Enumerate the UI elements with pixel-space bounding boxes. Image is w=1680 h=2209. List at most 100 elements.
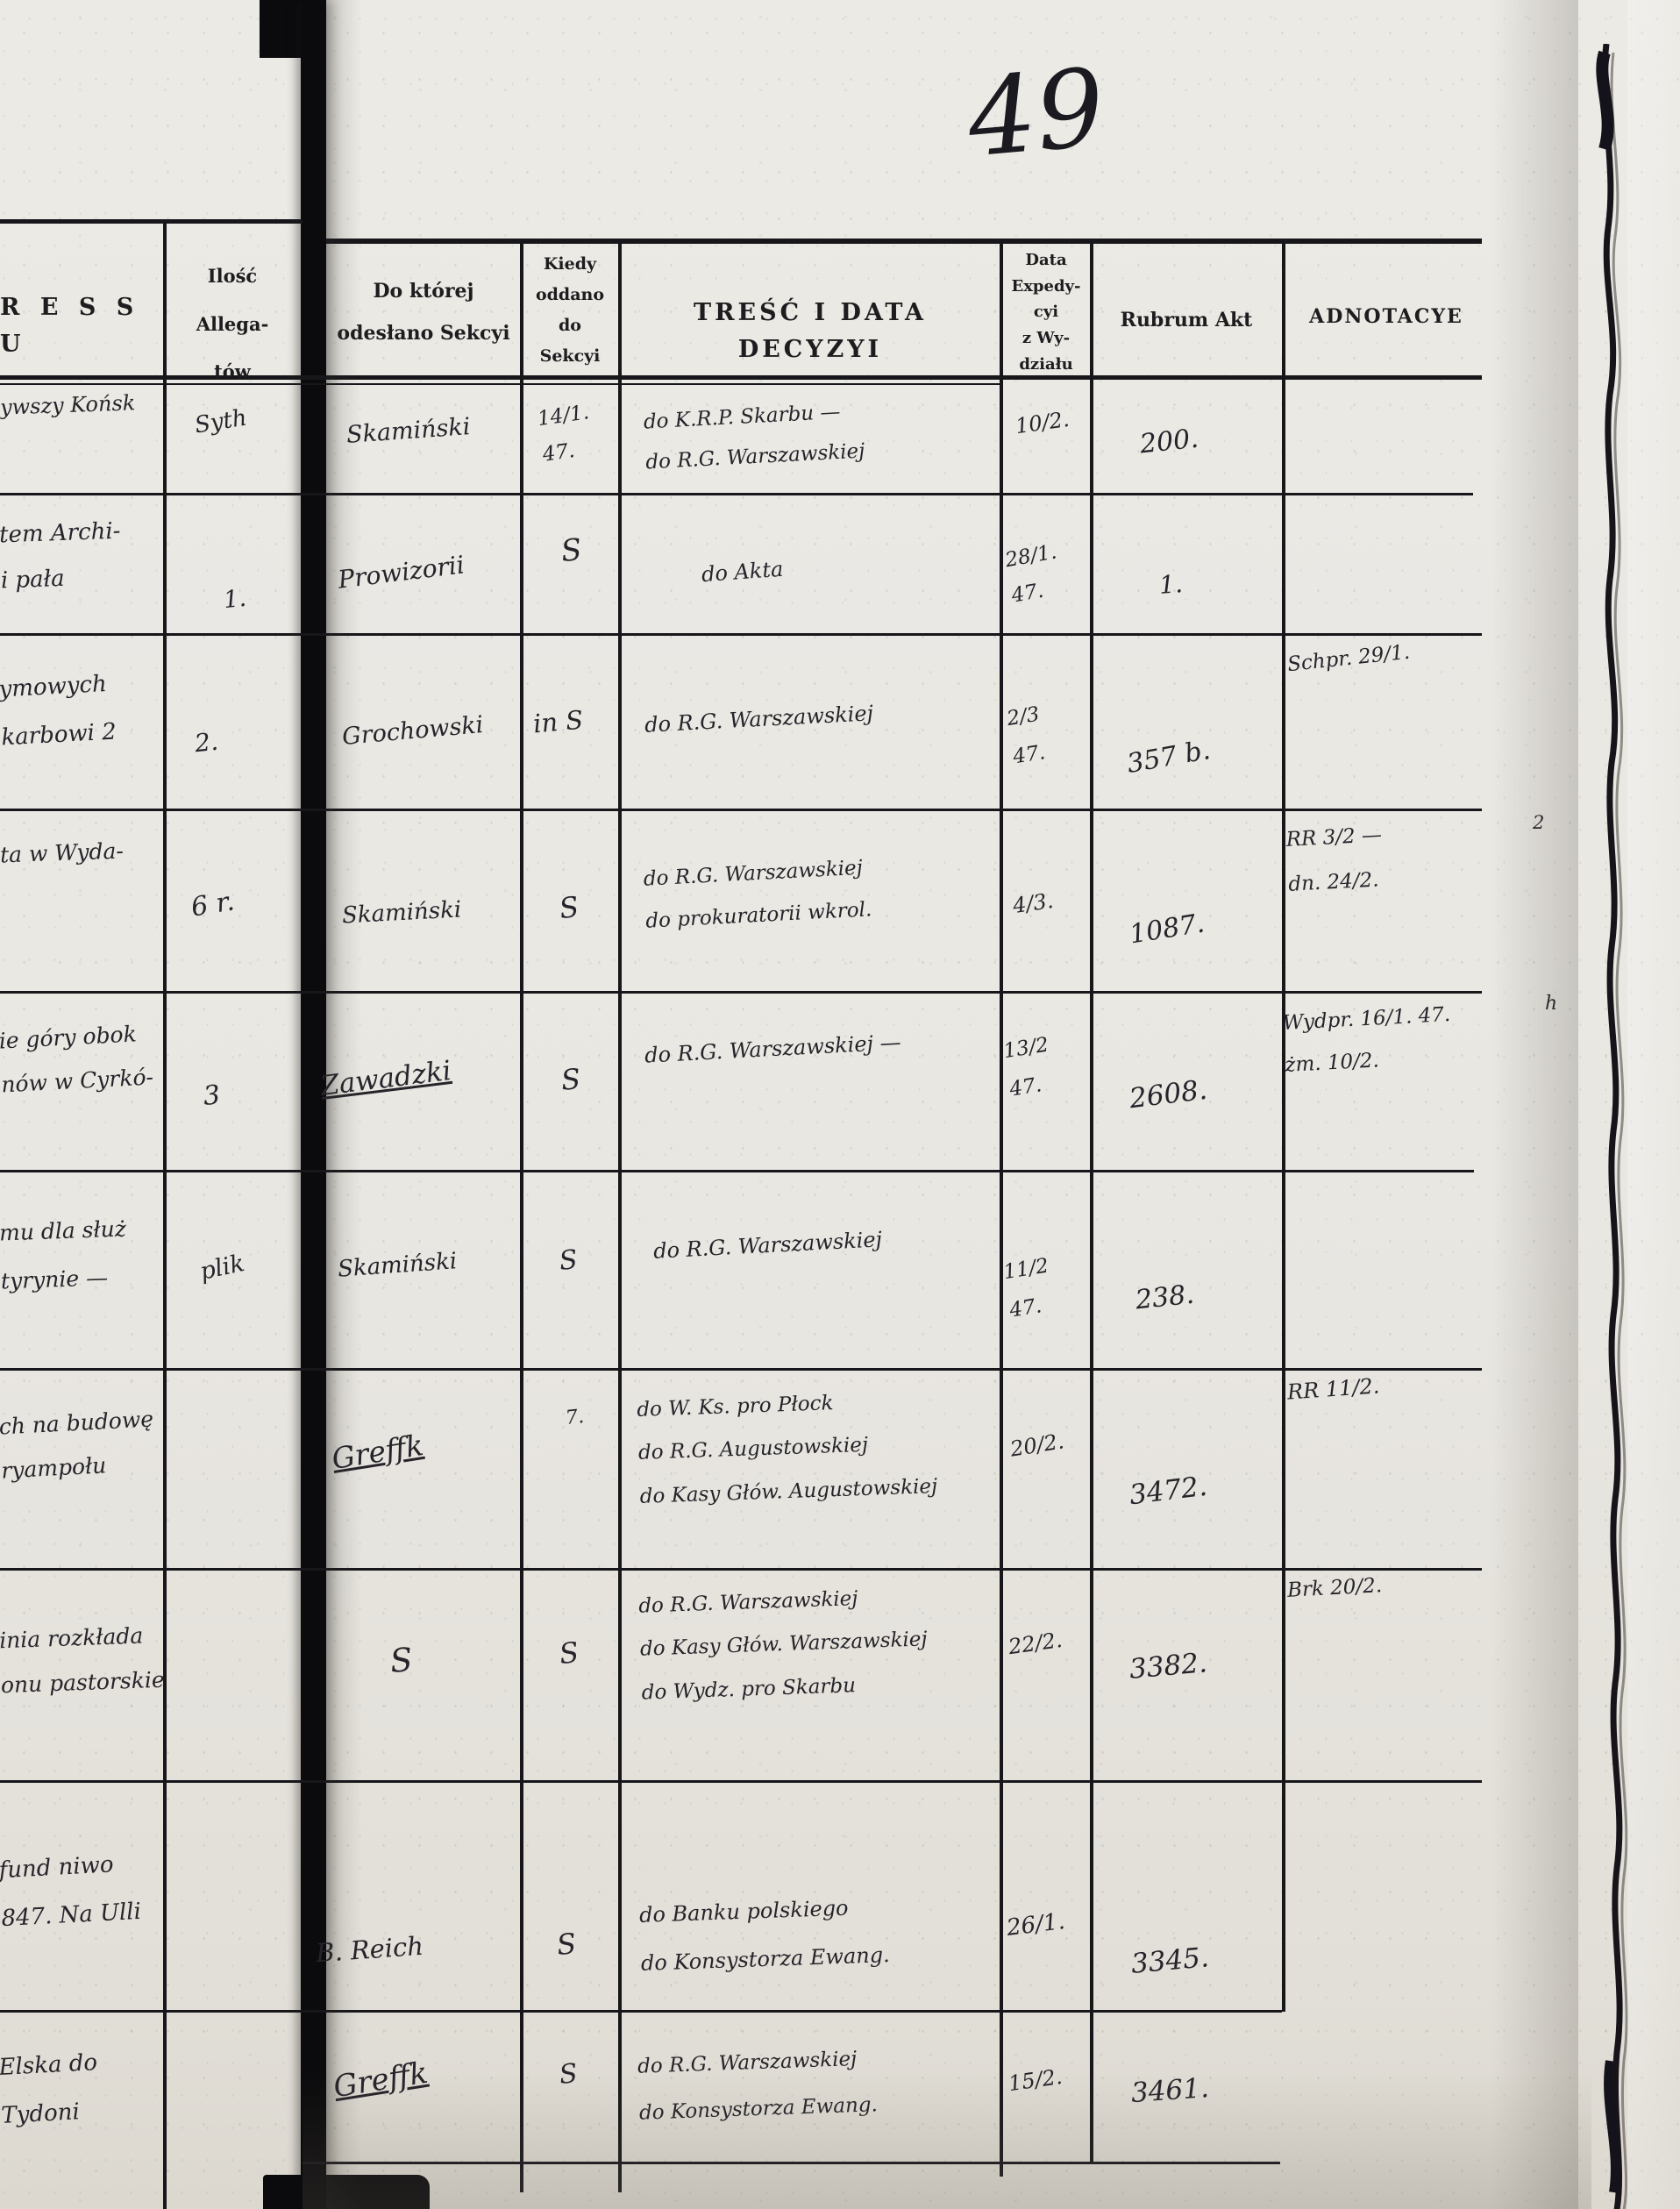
entry-sekcya: Skamiński <box>341 896 462 930</box>
grid-hline <box>0 1170 1474 1172</box>
entry-tresc-decyzyi: do W. Ks. pro Płock do R.G. Augustowskie… <box>636 1392 938 1508</box>
entry-adnotacya: RR 3/2 — dn. 24/2. <box>1285 823 1383 896</box>
entry-kiedy-oddano: S <box>555 1926 578 1963</box>
entry-allegata: 2. <box>193 726 220 759</box>
entry-adres: inia rozkłada onu pastorskie <box>0 1622 166 1699</box>
grid-hline <box>0 991 1482 994</box>
entry-tresc-decyzyi: do R.G. Warszawskiej do Kasy Głów. Warsz… <box>637 1587 928 1705</box>
column-header-ilosc-allegatow: Ilość Allega- tów <box>196 265 269 383</box>
grid-hline <box>326 239 1482 244</box>
entry-data-expedycyi: 15/2. <box>1007 2063 1064 2097</box>
entry-rubrum-akt: 1087. <box>1127 908 1207 951</box>
entry-kiedy-oddano: S <box>559 531 584 570</box>
entry-adnotacya: RR 11/2. <box>1286 1373 1381 1405</box>
grid-hline <box>0 1568 1482 1571</box>
film-strip-bottom <box>263 2175 430 2209</box>
entry-adnotacya: Wydpr. 16/1. 47. żm. 10/2. <box>1282 1003 1451 1078</box>
entry-tresc-decyzyi: do R.G. Warszawskiej — <box>644 1030 902 1068</box>
entry-adres: Elska do Tydoni <box>0 2049 98 2129</box>
entry-tresc-decyzyi: do R.G. Warszawskiej <box>644 701 874 738</box>
entry-adres: ch na budowę ryampołu <box>0 1406 154 1484</box>
entry-sekcya: Prowizorii <box>336 550 466 595</box>
entry-allegata: Syth <box>193 404 249 439</box>
entry-kiedy-oddano: 7. <box>564 1405 586 1430</box>
edge-shadow <box>1491 0 1578 2209</box>
grid-hline <box>0 219 303 224</box>
grid-hline <box>0 493 1473 495</box>
entry-data-expedycyi: 22/2. <box>1007 1627 1064 1660</box>
page-number: 49 <box>963 45 1110 182</box>
entry-kiedy-oddano: S <box>558 2058 580 2091</box>
grid-vline <box>1282 239 1285 2012</box>
entry-adres: ie góry obok nów w Cyrkó- <box>0 1021 154 1098</box>
entry-data-expedycyi: 20/2. <box>1008 1429 1066 1462</box>
entry-adres: fund niwo 847. Na Ulli <box>0 1851 142 1932</box>
entry-tresc-decyzyi: do K.R.P. Skarbu — do R.G. Warszawskiej <box>643 400 865 474</box>
grid-hline <box>0 383 1000 385</box>
entry-tresc-decyzyi: do Akta <box>701 556 785 588</box>
grid-hline <box>0 633 1482 636</box>
grid-hline <box>0 375 1482 380</box>
entry-rubrum-akt: 3472. <box>1128 1470 1209 1512</box>
grid-vline <box>618 239 622 2192</box>
entry-allegata: plik <box>197 1250 247 1286</box>
entry-rubrum-akt: 3461. <box>1129 2071 1210 2110</box>
entry-sekcya: S <box>388 1640 415 1681</box>
column-header-adnotacye: ADNOTACYE <box>1309 305 1463 328</box>
entry-data-expedycyi: 2/3 47. <box>1005 702 1047 769</box>
entry-data-expedycyi: 28/1. 47. <box>1003 540 1059 609</box>
entry-kiedy-oddano: 14/1. 47. <box>536 401 591 467</box>
entry-adres: ymowych karbowi 2 <box>0 671 117 751</box>
entry-adres: tem Archi- i pała <box>0 517 121 595</box>
entry-data-expedycyi: 11/2 47. <box>1001 1254 1050 1322</box>
entry-sekcya: Skamiński <box>337 1248 459 1283</box>
entry-kiedy-oddano: S <box>558 1244 580 1277</box>
entry-rubrum-akt: 3382. <box>1128 1647 1209 1685</box>
book-gutter-bar <box>301 0 326 2209</box>
entry-adres: ta w Wyda- <box>0 837 125 868</box>
entry-allegata: 1. <box>222 584 248 615</box>
column-header-adres: R E S S U <box>0 294 140 358</box>
column-header-sekcyi: Do której odesłano Sekcyi <box>337 280 510 346</box>
entry-adnotacya: Brk 20/2. <box>1286 1574 1383 1602</box>
grid-vline <box>1090 239 1093 2163</box>
entry-kiedy-oddano: in S <box>531 704 585 739</box>
entry-sekcya: Grochowski <box>340 711 485 751</box>
column-header-rubrum-akt: Rubrum Akt <box>1120 309 1253 331</box>
grid-vline <box>520 239 523 2192</box>
entry-adnotacya: Schpr. 29/1. <box>1286 640 1412 677</box>
entry-rubrum-akt: 357 b. <box>1124 734 1213 780</box>
entry-sekcya: Greffk <box>331 2055 431 2106</box>
stray-ink-mark: 2 <box>1533 812 1545 833</box>
bottom-age-tint <box>303 2070 1591 2209</box>
entry-allegata: 3 <box>202 1080 222 1112</box>
entry-tresc-decyzyi: do Banku polskiego do Konsystorza Ewang. <box>638 1895 891 1977</box>
entry-data-expedycyi: 13/2 47. <box>1001 1033 1050 1101</box>
grid-hline <box>0 1368 1482 1371</box>
entry-rubrum-akt: 238. <box>1134 1279 1196 1316</box>
entry-rubrum-akt: 1. <box>1157 569 1184 600</box>
grid-hline <box>303 2162 1280 2164</box>
entry-tresc-decyzyi: do R.G. Warszawskiej <box>652 1227 883 1264</box>
entry-sekcya: Greffk <box>329 1428 426 1476</box>
entry-sekcya: Skamiński <box>345 413 472 449</box>
grid-hline <box>0 1780 1482 1783</box>
entry-kiedy-oddano: S <box>559 1062 582 1097</box>
column-header-data-expedycyi: Data Expedy- cyi z Wy- działu <box>1011 251 1081 374</box>
grid-hline <box>0 2010 1282 2013</box>
entry-allegata: 6 r. <box>189 886 237 923</box>
column-header-tresc: TREŚĆ I DATA DECYZYI <box>694 299 927 363</box>
entry-kiedy-oddano: S <box>557 889 581 926</box>
film-strip-top <box>260 0 305 58</box>
entry-tresc-decyzyi: do R.G. Warszawskiej do prokuratorii wkr… <box>643 856 872 934</box>
entry-adres: ywszy Końsk <box>0 390 136 420</box>
stray-ink-mark: h <box>1545 993 1558 1015</box>
column-header-kiedy: Kiedy oddano do Sekcyi <box>535 254 605 367</box>
torn-page-edge <box>1596 44 1628 2209</box>
entry-data-expedycyi: 10/2. <box>1014 406 1071 439</box>
grid-vline <box>1000 239 1003 2177</box>
entry-rubrum-akt: 2608. <box>1128 1073 1209 1115</box>
entry-kiedy-oddano: S <box>557 1635 581 1671</box>
entry-rubrum-akt: 3345. <box>1129 1942 1211 1980</box>
